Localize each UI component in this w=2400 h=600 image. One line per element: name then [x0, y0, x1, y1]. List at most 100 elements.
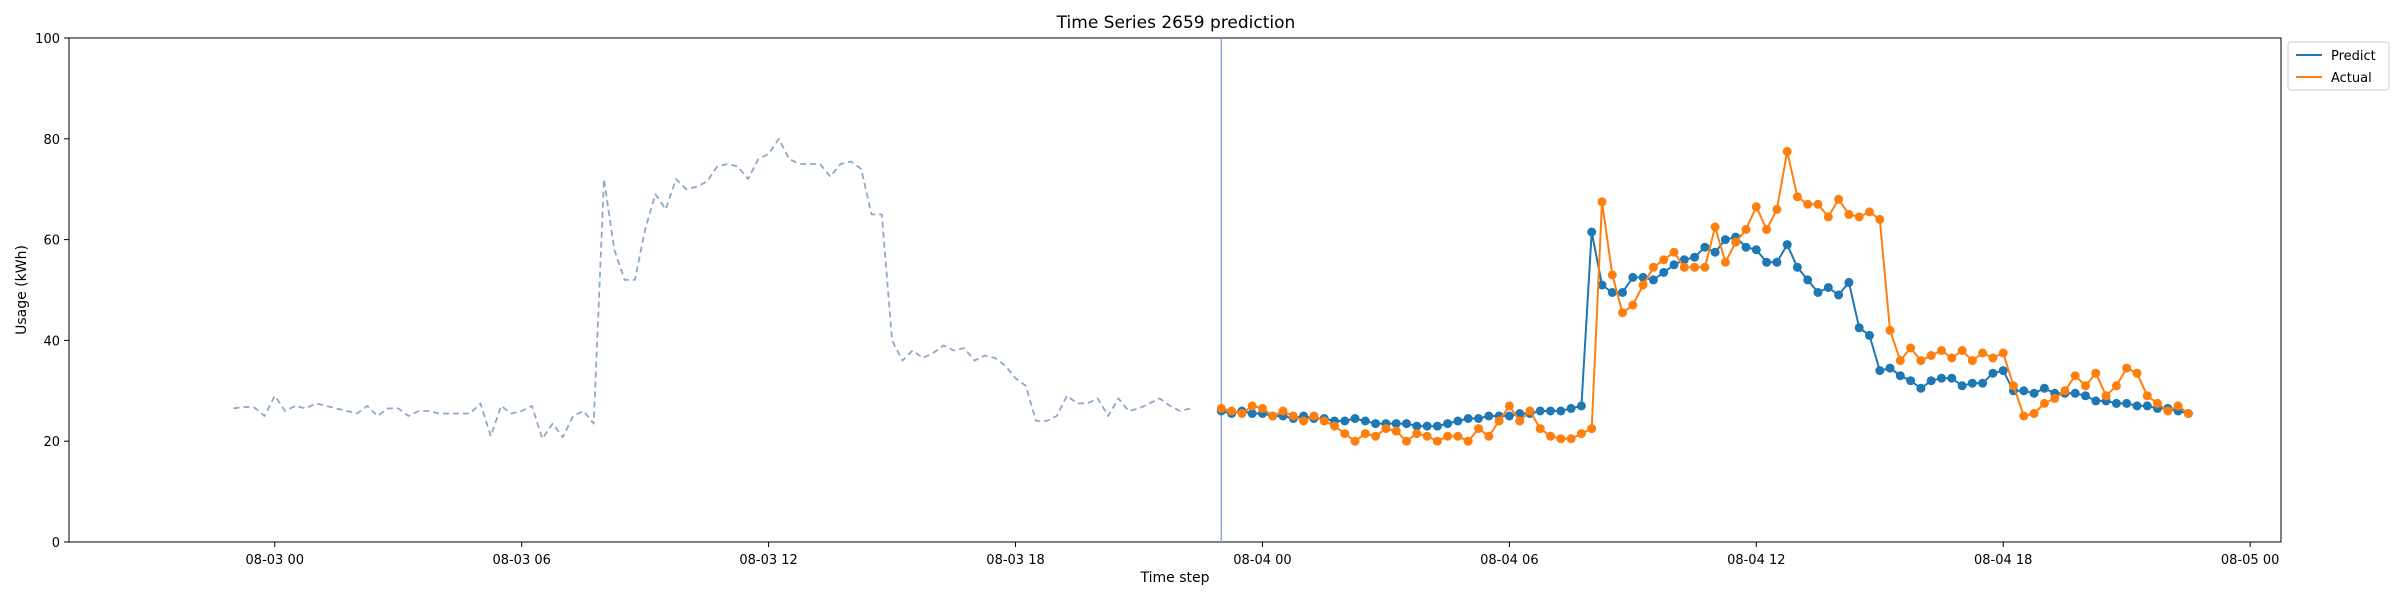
data-point-actual [1350, 436, 1360, 446]
data-point-actual [1916, 356, 1926, 366]
data-point-predict [1504, 411, 1514, 421]
data-point-predict [1484, 411, 1494, 421]
data-point-actual [2091, 368, 2101, 378]
data-point-predict [2039, 383, 2049, 393]
data-point-predict [1988, 368, 1998, 378]
data-point-actual [1340, 429, 1350, 439]
data-point-actual [1762, 225, 1772, 234]
data-point-actual [1309, 411, 1319, 421]
data-point-predict [1422, 421, 1432, 431]
x-tick-label: 08-03 18 [986, 553, 1044, 568]
data-point-actual [1566, 434, 1576, 444]
data-point-actual [1823, 212, 1833, 222]
data-point-predict [2091, 396, 2101, 406]
y-axis-title: Usage (kWh) [14, 245, 30, 335]
data-point-predict [1340, 416, 1350, 426]
data-point-predict [1854, 323, 1864, 333]
x-tick-label: 08-03 12 [739, 553, 797, 568]
y-axis: 0 20 40 60 80 100 [35, 32, 69, 551]
data-point-actual [2173, 401, 2183, 411]
data-point-actual [1587, 424, 1597, 434]
data-point-predict [1978, 378, 1988, 388]
data-point-actual [1535, 424, 1545, 434]
data-point-actual [2122, 363, 2132, 373]
data-point-predict [1834, 290, 1844, 300]
data-point-predict [1700, 242, 1710, 252]
data-point-actual [1988, 353, 1998, 363]
data-point-predict [1566, 403, 1576, 413]
data-point-predict [1350, 414, 1360, 423]
x-tick-label: 08-04 00 [1233, 553, 1291, 568]
data-point-actual [1319, 416, 1329, 426]
data-point-actual [1865, 207, 1874, 217]
data-point-predict [1474, 414, 1483, 423]
legend: Predict Actual [2287, 41, 2390, 91]
data-point-actual [1803, 199, 1813, 209]
data-point-actual [2019, 411, 2029, 421]
data-point-actual [1792, 192, 1802, 202]
data-point-predict [1926, 376, 1936, 386]
y-tick-label: 40 [43, 334, 60, 349]
data-point-predict [1875, 366, 1885, 376]
x-tick-label: 08-03 00 [246, 553, 304, 568]
data-point-predict [1535, 406, 1545, 416]
data-point-predict [1432, 421, 1442, 431]
data-point-actual [1618, 308, 1627, 318]
data-point-actual [1504, 401, 1514, 411]
data-point-predict [1895, 371, 1905, 381]
data-point-actual [1895, 356, 1905, 366]
data-point-actual [2039, 398, 2049, 408]
data-point-predict [1247, 409, 1257, 418]
x-tick-label: 08-04 06 [1480, 553, 1538, 568]
data-point-predict [2111, 398, 2121, 408]
chart-title: Time Series 2659 prediction [1056, 13, 1296, 33]
data-point-actual [2070, 371, 2080, 381]
data-point-actual [1720, 257, 1730, 267]
data-point-predict [1463, 414, 1473, 423]
series-line-predict [1221, 231, 2189, 428]
data-point-actual [1216, 403, 1226, 413]
data-point-actual [1700, 262, 1710, 272]
data-point-actual [1937, 346, 1946, 355]
y-tick-label: 80 [43, 133, 60, 148]
data-point-predict [1823, 283, 1833, 292]
y-tick-label: 100 [35, 32, 60, 47]
data-point-predict [1669, 260, 1679, 270]
data-point-actual [1648, 262, 1658, 272]
data-point-actual [1957, 346, 1967, 355]
y-tick-label: 60 [43, 234, 60, 249]
data-point-predict [1576, 401, 1586, 411]
data-point-actual [1607, 270, 1617, 280]
data-point-predict [1587, 227, 1597, 237]
legend-predict-label: Predict [2331, 49, 2376, 64]
data-point-actual [2081, 381, 2090, 391]
data-point-predict [1906, 376, 1916, 386]
data-point-actual [1546, 431, 1555, 441]
data-point-predict [1967, 378, 1977, 388]
data-point-actual [1330, 421, 1339, 431]
data-point-actual [1360, 429, 1370, 439]
data-point-actual [1875, 214, 1885, 224]
data-point-actual [1474, 424, 1483, 434]
data-point-actual [1885, 325, 1895, 335]
x-axis-title: Time step [1140, 570, 1210, 586]
data-point-actual [2163, 406, 2173, 416]
data-point-predict [1648, 275, 1658, 285]
data-point-predict [1803, 275, 1813, 285]
y-tick-label: 20 [43, 435, 60, 450]
x-tick-label: 08-04 18 [1974, 553, 2032, 568]
data-point-actual [1237, 409, 1247, 418]
data-point-predict [1515, 409, 1525, 418]
data-point-actual [1402, 436, 1411, 446]
data-point-actual [1967, 356, 1977, 366]
data-point-predict [1844, 277, 1854, 287]
data-point-predict [1782, 240, 1792, 250]
data-point-predict [1865, 330, 1874, 340]
data-point-predict [1597, 280, 1607, 290]
data-point-predict [1360, 416, 1370, 426]
x-tick-label: 08-04 12 [1727, 553, 1785, 568]
data-point-actual [1947, 353, 1957, 363]
data-point-actual [1597, 197, 1607, 207]
data-point-actual [1628, 300, 1638, 310]
